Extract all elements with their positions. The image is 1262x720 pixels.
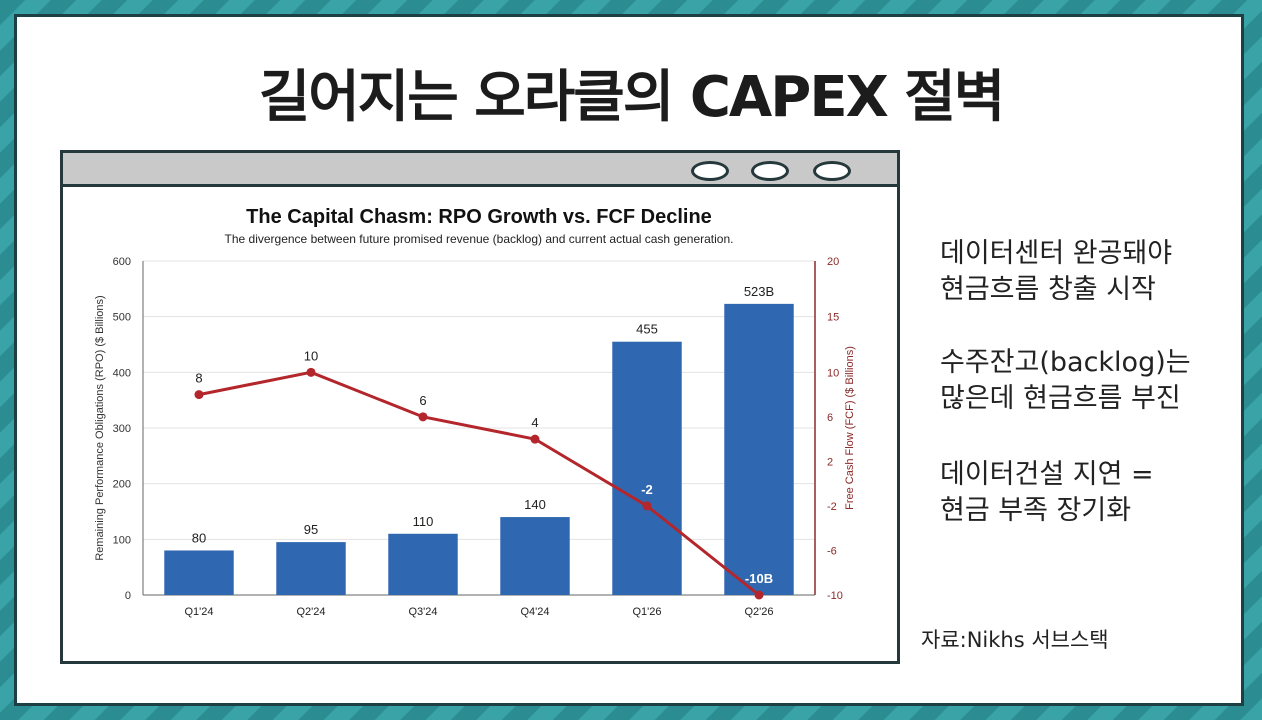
browser-title-bar [63, 153, 897, 187]
x-tick-label: Q2'24 [296, 606, 325, 618]
bar-value-label: 455 [636, 322, 658, 337]
y2-tick-label: 15 [827, 312, 839, 324]
y2-tick-label: 2 [827, 456, 833, 468]
fcf-value-label: -2 [641, 482, 653, 497]
bar [500, 517, 570, 595]
y2-tick-label: 20 [827, 256, 839, 268]
y2-tick-label: -2 [827, 501, 837, 513]
bar-value-label: 80 [192, 530, 206, 545]
y-tick-label: 100 [113, 534, 131, 546]
fcf-point [306, 367, 316, 377]
y2-tick-label: 6 [827, 412, 833, 424]
fcf-value-label: 4 [531, 415, 538, 430]
window-dot-icon [813, 161, 851, 181]
x-tick-label: Q1'24 [184, 606, 213, 618]
fcf-value-label: 8 [195, 371, 202, 386]
y2-tick-label: 10 [827, 367, 839, 379]
note-2-line1: 수주잔고(backlog)는 [940, 347, 1191, 378]
y2-axis-label: Free Cash Flow (FCF) ($ Billions) [844, 346, 856, 510]
bar [724, 303, 794, 595]
y-tick-label: 600 [113, 256, 131, 268]
fcf-line [198, 370, 760, 597]
slide-title: 길어지는 오라클의 CAPEX 절벽 [258, 65, 1006, 130]
bar [388, 533, 458, 595]
note-3-line2: 현금 부족 장기화 [940, 495, 1132, 526]
note-1: 데이터센터 완공돼야 현금흐름 창출 시작 [940, 236, 1172, 308]
y-tick-label: 500 [113, 312, 131, 324]
chart-subtitle: The divergence between future promised r… [225, 232, 734, 246]
chart: The Capital Chasm: RPO Growth vs. FCF De… [94, 206, 856, 618]
browser-frame: The Capital Chasm: RPO Growth vs. FCF De… [60, 150, 900, 664]
y2-tick-label: -10 [827, 590, 843, 602]
bar [164, 550, 234, 595]
y2-tick-label: -6 [827, 545, 837, 557]
bar-value-label: 95 [304, 522, 318, 537]
note-1-line2: 현금흐름 창출 시작 [940, 274, 1156, 305]
x-tick-label: Q3'24 [408, 606, 437, 618]
note-3: 데이터건설 지연 = 현금 부족 장기화 [940, 457, 1154, 529]
x-tick-label: Q2'26 [744, 606, 773, 618]
y-tick-label: 0 [125, 590, 131, 602]
y-tick-label: 400 [113, 367, 131, 379]
source-label: 자료:Nikhs 서브스택 [921, 628, 1109, 652]
x-tick-label: Q4'24 [520, 606, 549, 618]
bar-value-label: 523B [744, 284, 774, 299]
window-dot-icon [751, 161, 789, 181]
bar [276, 542, 346, 595]
y-tick-label: 300 [113, 423, 131, 435]
fcf-point [642, 501, 652, 511]
note-3-line1: 데이터건설 지연 = [940, 459, 1154, 490]
fcf-point [418, 412, 428, 422]
plot-area: 0 100 200 300 400 500 600 -10 -6 -2 2 6 10 15 20 Remain… [94, 256, 856, 618]
bar-value-label: 140 [524, 497, 546, 512]
note-2-line2: 많은데 현금흐름 부진 [940, 383, 1181, 414]
fcf-value-label: 10 [304, 348, 318, 363]
window-dot-icon [691, 161, 729, 181]
bar [612, 341, 682, 595]
note-2: 수주잔고(backlog)는 많은데 현금흐름 부진 [940, 345, 1191, 417]
y-axis-label: Remaining Performance Obligations (RPO) … [94, 295, 106, 560]
note-1-line1: 데이터센터 완공돼야 [940, 238, 1173, 269]
fcf-point [194, 390, 204, 400]
fcf-point [530, 434, 540, 444]
fcf-point [754, 590, 764, 600]
x-tick-label: Q1'26 [632, 606, 661, 618]
fcf-value-label: -10B [745, 571, 773, 586]
y-tick-label: 200 [113, 479, 131, 491]
chart-title: The Capital Chasm: RPO Growth vs. FCF De… [246, 206, 712, 228]
fcf-value-label: 6 [419, 393, 426, 408]
bar-value-label: 110 [413, 514, 434, 529]
